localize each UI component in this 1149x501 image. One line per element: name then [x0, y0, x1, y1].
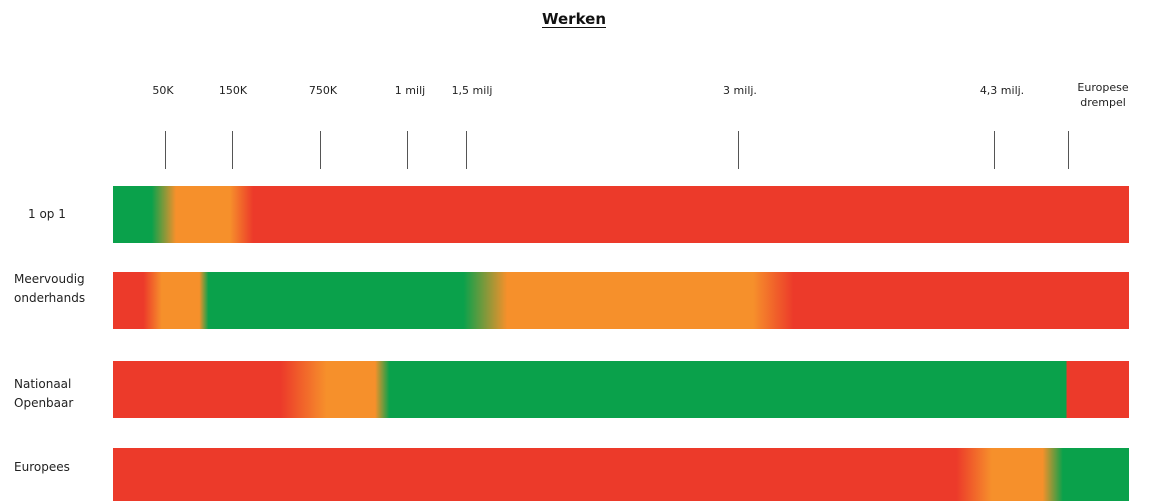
threshold-label-european: Europese drempel	[1077, 80, 1128, 110]
bar-1-op-1	[113, 186, 1129, 243]
bar-meervoudig-onderhands	[113, 272, 1129, 329]
threshold-tick-4-3m	[994, 131, 995, 169]
threshold-label-50k: 50K	[152, 84, 174, 97]
row-label-1-op-1: 1 op 1	[28, 207, 66, 221]
threshold-tick-3m	[738, 131, 739, 169]
row-label-nationaal-line2: Openbaar	[14, 396, 74, 410]
threshold-label-150k: 150K	[218, 84, 248, 97]
row-label-europees: Europees	[14, 460, 70, 474]
row-label-nationaal-line1: Nationaal	[14, 377, 72, 391]
threshold-label-750k: 750K	[308, 84, 338, 97]
bar-nationaal-openbaar	[113, 361, 1129, 418]
threshold-tick-150k	[232, 131, 233, 169]
row-label-meervoudig-onderhands: Meervoudig onderhands	[14, 270, 85, 308]
row-label-meervoudig-line1: Meervoudig	[14, 272, 85, 286]
bar-europees	[113, 448, 1129, 501]
threshold-label-4-3m: 4,3 milj.	[979, 84, 1025, 97]
threshold-tick-750k	[320, 131, 321, 169]
threshold-tick-european	[1068, 131, 1069, 169]
threshold-label-european-line2: drempel	[1080, 96, 1126, 109]
row-label-nationaal-openbaar: Nationaal Openbaar	[14, 375, 73, 413]
threshold-label-1-5m: 1,5 milj	[451, 84, 493, 97]
page-title: Werken	[541, 10, 607, 28]
threshold-tick-50k	[165, 131, 166, 169]
threshold-label-3m: 3 milj.	[723, 84, 757, 97]
threshold-label-1m: 1 milj	[394, 84, 426, 97]
threshold-tick-1m	[407, 131, 408, 169]
row-label-meervoudig-line2: onderhands	[14, 291, 86, 305]
threshold-tick-1-5m	[466, 131, 467, 169]
threshold-label-european-line1: Europese	[1077, 81, 1129, 94]
